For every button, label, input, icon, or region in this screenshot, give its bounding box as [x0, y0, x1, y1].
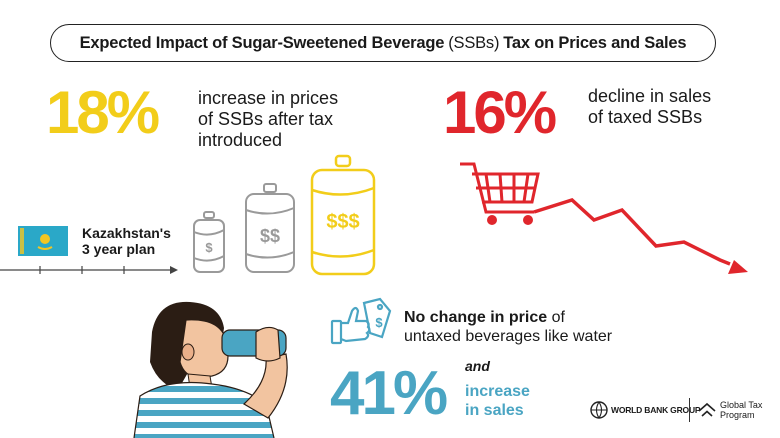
sales-line2: of taxed SSBs — [588, 107, 703, 127]
person-drinking-illustration — [133, 301, 288, 438]
arm-icon — [242, 353, 288, 419]
untaxed-rest: of — [547, 309, 565, 326]
global-tax-program-text: Global Tax Program — [720, 400, 762, 420]
svg-text:$: $ — [375, 315, 383, 330]
global-tax-program-icon — [698, 402, 716, 417]
medium-can-icon — [245, 183, 295, 273]
cart-decline-illustration — [460, 162, 748, 274]
large-can-label: $$$ — [326, 211, 359, 233]
water-line2: in sales — [465, 402, 524, 419]
plan-line2: 3 year plan — [82, 241, 156, 257]
sales-decline-value: 16% — [443, 79, 557, 146]
gtp-line1: Global Tax — [720, 400, 763, 410]
price-line1: increase in prices — [198, 88, 339, 108]
gtp-line2: Program — [720, 410, 755, 420]
price-line3: introduced — [198, 130, 283, 150]
thumbs-up-price-tag-icon: $ — [330, 297, 392, 345]
cart-wheel-left — [487, 215, 497, 225]
cans-illustration: $ $$ $$$ — [193, 154, 376, 276]
price-line2: of SSBs after tax — [198, 109, 334, 129]
water-sales-value: 41% — [330, 359, 448, 428]
timeline-axis — [0, 266, 178, 274]
shopping-cart-icon — [460, 162, 540, 214]
water-line1: increase — [465, 383, 530, 400]
decline-arrowhead-icon — [728, 260, 748, 274]
plan-text: Kazakhstan's 3 year plan — [82, 225, 171, 257]
water-sales-text: increase in sales — [465, 382, 530, 420]
small-can-icon — [193, 211, 225, 273]
sales-line1: decline in sales — [588, 86, 712, 106]
medium-can-label: $$ — [260, 226, 280, 246]
decline-arrow-line — [533, 198, 731, 266]
sales-decline-text: decline in sales of taxed SSBs — [588, 86, 711, 128]
cart-wheel-right — [523, 215, 533, 225]
world-bank-globe-icon — [590, 401, 608, 419]
title-part3: Tax on Prices and Sales — [503, 33, 687, 52]
price-increase-text: increase in prices of SSBs after tax int… — [198, 88, 338, 151]
title-part2: (SSBs) — [448, 33, 500, 52]
plan-line1: Kazakhstan's — [82, 225, 171, 241]
large-can-icon — [310, 154, 376, 276]
title-part1: Expected Impact of Sugar-Sweetened Bever… — [79, 33, 445, 52]
hand-icon — [255, 326, 281, 362]
small-can-label: $ — [205, 240, 213, 255]
price-increase-value: 18% — [46, 79, 160, 146]
page-title: Expected Impact of Sugar-Sweetened Bever… — [50, 24, 716, 62]
world-bank-logo-text: WORLD BANK GROUP — [611, 405, 701, 415]
and-text: and — [465, 358, 490, 374]
untaxed-text: No change in price of untaxed beverages … — [404, 308, 612, 346]
face-icon — [179, 319, 229, 379]
untaxed-bold: No change in price — [404, 309, 548, 326]
kazakhstan-flag-icon — [18, 226, 68, 256]
logo-divider — [689, 398, 690, 422]
untaxed-line2: untaxed beverages like water — [404, 328, 613, 345]
